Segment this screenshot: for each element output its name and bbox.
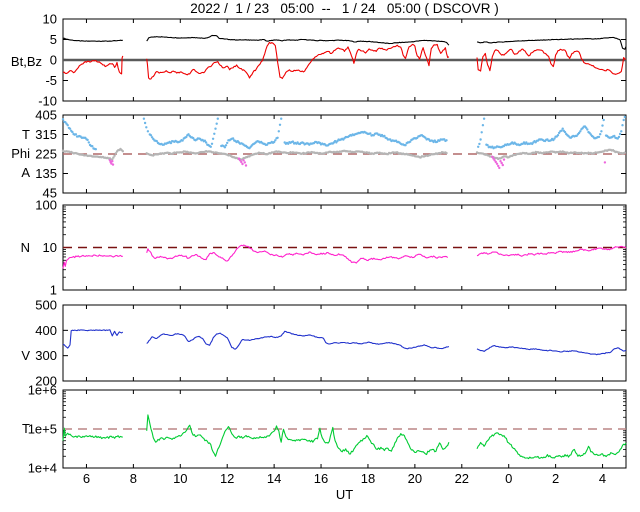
xtick-label: 0 [505, 471, 512, 486]
ytick-label: 5 [50, 32, 57, 47]
series-a [108, 155, 607, 170]
ylabel-phi: Phi [11, 146, 30, 161]
ytick-label: 300 [35, 348, 57, 363]
series-phi [61, 147, 626, 193]
xtick-label: 16 [314, 471, 328, 486]
xtick-label: 22 [455, 471, 469, 486]
panel-t: 1e+6 1e+5 1e+4 [28, 383, 627, 476]
xtick-label: 4 [599, 471, 606, 486]
panel-bt-bz: 10 5 0 -5 -10 [38, 12, 627, 109]
xtick-label: 18 [361, 471, 375, 486]
ytick-label: 10 [43, 240, 57, 255]
ytick-label: 315 [35, 127, 57, 142]
xtick-label: 6 [83, 471, 90, 486]
xtick-label: 20 [408, 471, 422, 486]
panel-t-phi-a: 405 315 225 135 45 [35, 108, 627, 201]
ytick-label: 0 [50, 53, 57, 68]
series-bt [62, 34, 627, 50]
xtick-label: 14 [267, 471, 281, 486]
series-bz [62, 41, 627, 80]
ytick-label: 1e+5 [28, 422, 57, 437]
ytick-label: 1e+4 [28, 461, 57, 476]
ytick-label: 405 [35, 108, 57, 123]
xaxis-label-ut: UT [335, 487, 354, 502]
ytick-label: 200 [35, 374, 57, 389]
panel-n: 100 10 1 [35, 198, 627, 298]
ytick-label: 135 [35, 166, 57, 181]
ytick-label: 225 [35, 147, 57, 162]
ylabel-t: T [22, 421, 30, 436]
ytick-label: 400 [35, 323, 57, 338]
ytick-label: 1e+6 [28, 383, 57, 398]
xtick-label: 8 [130, 471, 137, 486]
ytick-label: -10 [38, 94, 57, 109]
series-t-angle [61, 115, 626, 151]
ylabel-n: N [20, 240, 30, 255]
series-t [62, 414, 627, 460]
xtick-label: 12 [220, 471, 234, 486]
ytick-label: 10 [43, 12, 57, 27]
ytick-label: 100 [35, 198, 57, 213]
series-v [62, 329, 627, 356]
ytick-label: 45 [43, 186, 57, 201]
ytick-label: 1 [50, 283, 57, 298]
ylabel-a: A [21, 165, 30, 180]
xtick-label: 2 [552, 471, 559, 486]
xtick-label: 10 [173, 471, 187, 486]
panel-v: 500 400 300 200 [35, 298, 627, 389]
ylabel-bt-bz: Bt,Bz [10, 54, 42, 69]
series-n [62, 244, 627, 269]
ytick-label: -5 [45, 73, 57, 88]
ylabel-t-angle: T [22, 127, 30, 142]
ylabel-v: V [21, 348, 30, 363]
plot-title: 2022 / 1 / 23 05:00 -- 1 / 24 05:00 ( DS… [190, 1, 499, 16]
ytick-label: 500 [35, 298, 57, 313]
